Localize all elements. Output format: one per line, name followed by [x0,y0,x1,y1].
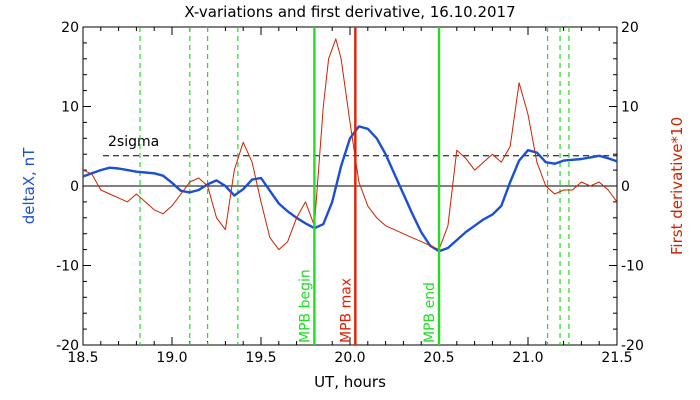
y-tick-label-left: -20 [56,338,79,354]
deltax-series-line [82,125,618,253]
y-tick-label-right: -20 [621,338,644,354]
x-tick-label: 21.0 [512,350,543,366]
y-tick-label-right: 10 [621,100,639,116]
event-marker-label: MPB begin [297,269,313,343]
threshold-label: 2sigma [108,134,159,150]
y-tick-label-left: -10 [56,259,79,275]
x-tick-label: 20.0 [334,350,365,366]
y-axis-label-right: First derivative*10 [668,117,686,255]
y-tick-label-left: 10 [61,100,79,116]
x-axis-label: UT, hours [314,373,386,391]
y-tick-label-left: 0 [70,179,79,195]
event-marker-label: MPB max [338,278,354,343]
y-tick-label-right: 20 [621,20,639,36]
y-tick-label-right: 0 [621,179,630,195]
x-tick-label: 20.5 [423,350,454,366]
derivative-series-line [82,38,618,251]
x-tick-label: 18.5 [67,350,98,366]
x-tick-label: 19.5 [245,350,276,366]
y-axis-label-left: deltaX, nT [20,147,38,224]
y-tick-label-right: -10 [621,259,644,275]
y-tick-label-left: 20 [61,20,79,36]
event-marker-label: MPB end [422,282,438,343]
chart-title: X-variations and first derivative, 16.10… [184,3,515,21]
x-tick-label: 21.5 [601,350,632,366]
x-tick-label: 19.0 [156,350,187,366]
